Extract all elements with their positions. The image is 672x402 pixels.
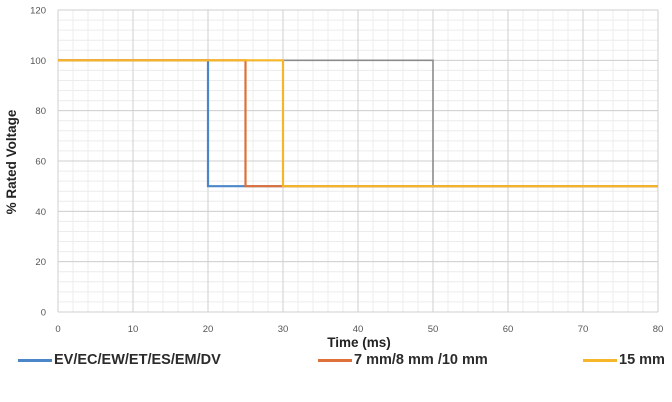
legend-item-15mm: 15 mm — [583, 352, 665, 368]
x-axis-label: Time (ms) — [327, 335, 391, 350]
tick-labels: 0 10 20 30 40 50 60 70 80 0 20 40 60 80 100 120 — [30, 6, 663, 336]
y-axis-label: % Rated Voltage — [4, 109, 19, 214]
x-tick-label: 20 — [203, 324, 214, 335]
legend-label-15mm: 15 mm — [619, 352, 665, 368]
y-tick-label: 40 — [35, 207, 46, 218]
legend-swatch-15mm — [583, 358, 617, 362]
y-tick-label: 80 — [35, 106, 46, 117]
legend-label-ev: EV/EC/EW/ET/ES/EM/DV — [54, 352, 221, 368]
legend: EV/EC/EW/ET/ES/EM/DV 7 mm/8 mm /10 mm 15… — [0, 352, 672, 392]
legend-swatch-ev — [18, 358, 52, 362]
legend-item-7mm: 7 mm/8 mm /10 mm — [318, 352, 488, 368]
y-tick-label: 60 — [35, 157, 46, 168]
chart-svg: 0 10 20 30 40 50 60 70 80 0 20 40 60 80 100 120 Time (m… — [4, 6, 663, 351]
y-tick-label: 100 — [30, 56, 46, 67]
legend-label-7mm: 7 mm/8 mm /10 mm — [354, 352, 488, 368]
x-tick-label: 0 — [55, 324, 60, 335]
y-tick-label: 20 — [35, 257, 46, 268]
series-lines — [58, 59, 658, 188]
x-tick-label: 70 — [578, 324, 589, 335]
x-tick-label: 60 — [503, 324, 514, 335]
x-tick-label: 50 — [428, 324, 439, 335]
y-tick-label: 120 — [30, 6, 46, 17]
legend-item-ev: EV/EC/EW/ET/ES/EM/DV — [18, 352, 221, 368]
x-tick-label: 30 — [278, 324, 289, 335]
legend-swatch-7mm — [318, 358, 352, 362]
grid — [57, 9, 659, 313]
x-tick-label: 40 — [353, 324, 364, 335]
series-line-3 — [58, 59, 658, 188]
y-tick-label: 0 — [41, 308, 46, 319]
x-tick-label: 80 — [653, 324, 664, 335]
x-tick-label: 10 — [128, 324, 139, 335]
